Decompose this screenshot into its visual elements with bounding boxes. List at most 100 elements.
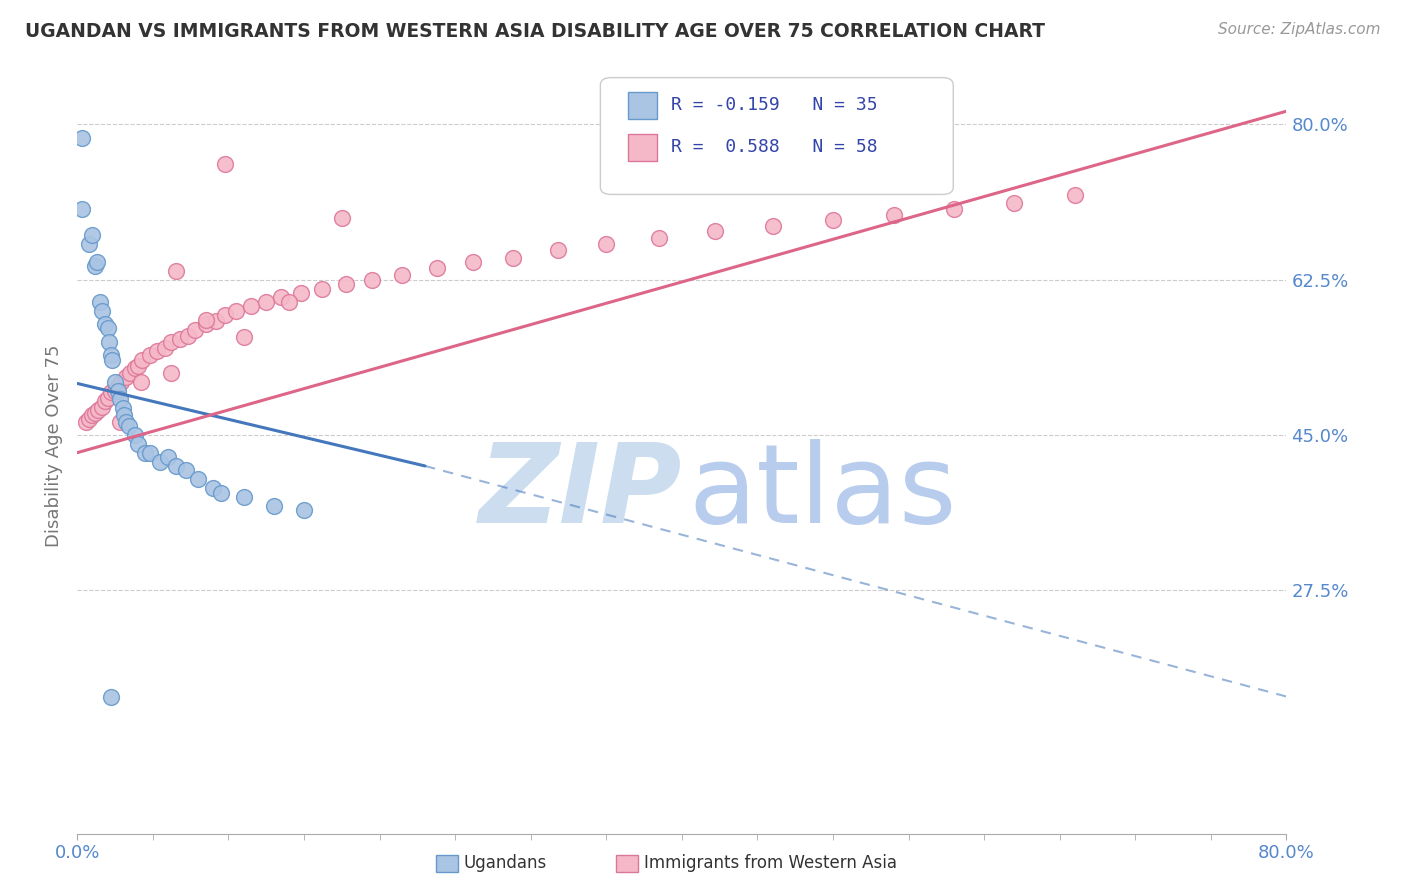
Point bbox=[290, 285, 312, 300]
Point bbox=[100, 385, 122, 400]
Point bbox=[595, 237, 617, 252]
Point bbox=[82, 228, 104, 243]
Point bbox=[112, 409, 135, 423]
Point bbox=[762, 219, 785, 234]
Point bbox=[184, 323, 207, 337]
Point bbox=[139, 348, 162, 362]
Point bbox=[111, 401, 134, 416]
Point bbox=[82, 409, 104, 423]
Point bbox=[361, 273, 384, 287]
Text: Immigrants from Western Asia: Immigrants from Western Asia bbox=[644, 855, 897, 872]
Point bbox=[463, 255, 485, 269]
Point bbox=[704, 224, 727, 238]
Point bbox=[232, 330, 254, 344]
Point bbox=[131, 352, 153, 367]
Point bbox=[79, 237, 101, 252]
Point bbox=[157, 450, 180, 464]
Point bbox=[174, 463, 197, 477]
Point bbox=[263, 499, 285, 513]
Point bbox=[70, 130, 93, 145]
Point bbox=[114, 370, 136, 384]
Point bbox=[165, 264, 187, 278]
Point bbox=[127, 437, 149, 451]
Point bbox=[86, 255, 108, 269]
Point bbox=[1004, 195, 1026, 210]
Point bbox=[129, 375, 152, 389]
Text: UGANDAN VS IMMIGRANTS FROM WESTERN ASIA DISABILITY AGE OVER 75 CORRELATION CHART: UGANDAN VS IMMIGRANTS FROM WESTERN ASIA … bbox=[25, 22, 1045, 41]
Point bbox=[100, 348, 122, 362]
Point bbox=[225, 303, 247, 318]
Point bbox=[278, 294, 301, 309]
Point bbox=[114, 415, 136, 429]
Point bbox=[89, 294, 111, 309]
Point bbox=[254, 294, 277, 309]
Point bbox=[127, 359, 149, 373]
Point bbox=[139, 445, 162, 459]
Point bbox=[1064, 188, 1087, 202]
Point bbox=[93, 317, 115, 331]
Point bbox=[214, 157, 236, 171]
Point bbox=[202, 481, 225, 495]
Point bbox=[194, 312, 217, 326]
Point bbox=[90, 400, 112, 414]
Point bbox=[214, 308, 236, 322]
Text: R =  0.588   N = 58: R = 0.588 N = 58 bbox=[671, 138, 877, 156]
Point bbox=[134, 445, 156, 459]
Point bbox=[176, 328, 198, 343]
Point bbox=[93, 394, 115, 409]
Text: Ugandans: Ugandans bbox=[464, 855, 547, 872]
Point bbox=[160, 334, 183, 349]
Text: atlas: atlas bbox=[688, 439, 956, 546]
Point bbox=[153, 341, 176, 355]
Point bbox=[821, 213, 844, 227]
Point bbox=[187, 472, 209, 486]
Point bbox=[84, 406, 107, 420]
Point bbox=[942, 202, 965, 216]
Point bbox=[292, 503, 315, 517]
Point bbox=[149, 454, 172, 468]
Point bbox=[104, 384, 127, 398]
Point bbox=[502, 251, 524, 265]
Point bbox=[110, 375, 132, 389]
Point bbox=[547, 244, 569, 258]
Point bbox=[70, 202, 93, 216]
Point bbox=[107, 379, 129, 393]
Point bbox=[194, 317, 217, 331]
Point bbox=[118, 419, 141, 434]
Point bbox=[209, 485, 232, 500]
Point bbox=[426, 261, 449, 276]
Point bbox=[96, 391, 118, 405]
Point bbox=[232, 490, 254, 504]
Point bbox=[648, 231, 671, 245]
Point bbox=[90, 303, 112, 318]
Point bbox=[75, 415, 97, 429]
Point bbox=[79, 412, 101, 426]
Point bbox=[98, 334, 121, 349]
Point bbox=[100, 690, 122, 704]
Point bbox=[205, 314, 228, 328]
Point bbox=[101, 352, 124, 367]
Point bbox=[330, 211, 353, 225]
Y-axis label: Disability Age Over 75: Disability Age Over 75 bbox=[45, 344, 63, 548]
Point bbox=[87, 403, 110, 417]
Point bbox=[169, 332, 191, 346]
Point bbox=[391, 268, 413, 283]
Point bbox=[124, 428, 146, 442]
Point bbox=[107, 384, 129, 398]
Point bbox=[96, 321, 118, 335]
Point bbox=[104, 375, 127, 389]
Point bbox=[84, 260, 107, 274]
Point bbox=[124, 361, 146, 376]
Point bbox=[883, 208, 905, 222]
Point bbox=[146, 343, 169, 358]
Text: R = -0.159   N = 35: R = -0.159 N = 35 bbox=[671, 96, 877, 114]
Point bbox=[311, 282, 333, 296]
Point bbox=[270, 290, 292, 304]
Point bbox=[165, 458, 187, 473]
Point bbox=[120, 366, 142, 380]
Text: Source: ZipAtlas.com: Source: ZipAtlas.com bbox=[1218, 22, 1381, 37]
Point bbox=[108, 415, 131, 429]
Point bbox=[335, 277, 357, 292]
Point bbox=[160, 366, 183, 380]
Point bbox=[240, 299, 263, 313]
